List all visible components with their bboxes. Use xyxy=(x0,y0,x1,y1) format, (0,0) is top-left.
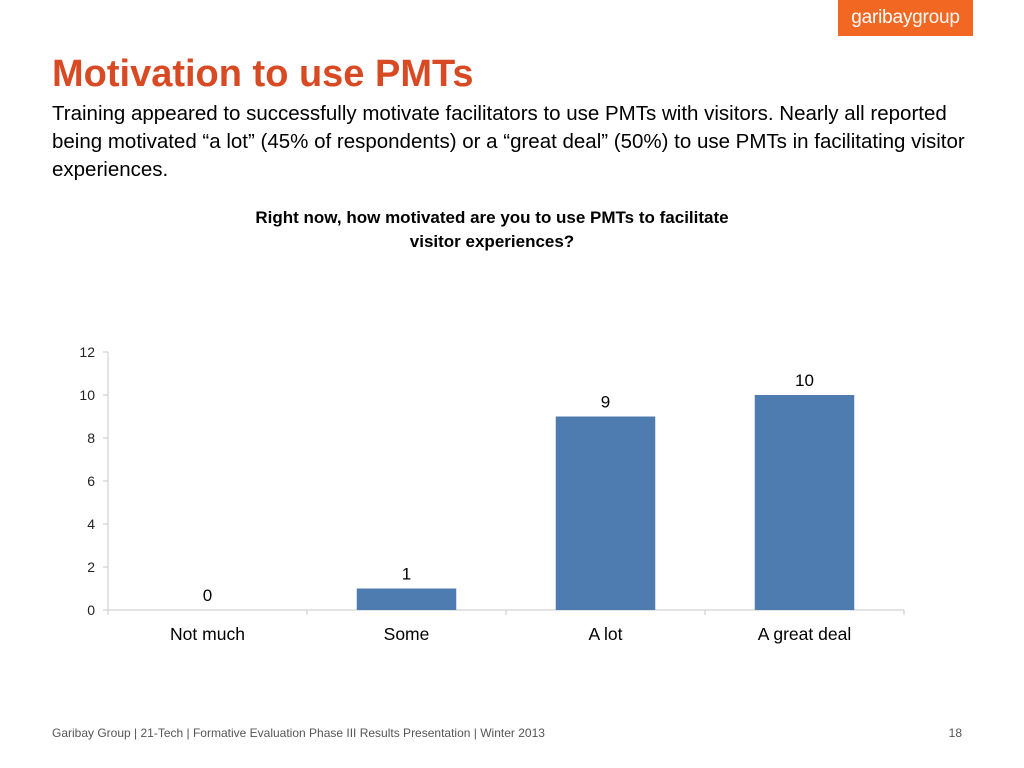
bar-a-lot xyxy=(555,416,656,610)
chart-bars xyxy=(356,395,855,610)
y-tick-label: 2 xyxy=(87,559,95,575)
x-tick-label: Not much xyxy=(170,624,245,644)
y-tick-label: 0 xyxy=(87,602,95,618)
y-tick-label: 8 xyxy=(87,430,95,446)
page-title: Motivation to use PMTs xyxy=(52,53,474,95)
data-label: 0 xyxy=(203,586,212,605)
bar-a-great-deal xyxy=(754,395,855,610)
garibay-group-logo: garibay group xyxy=(838,0,973,36)
data-label: 1 xyxy=(402,565,411,584)
chart-title: Right now, how motivated are you to use … xyxy=(255,208,729,251)
y-tick-label: 12 xyxy=(79,344,95,360)
x-tick-label: A great deal xyxy=(758,624,851,644)
chart-labels: 0 Not much 1 Some 9 A lot 10 A great deal xyxy=(170,371,851,644)
bar-some xyxy=(356,588,457,610)
y-tick-label: 10 xyxy=(79,387,95,403)
logo-text-group: group xyxy=(912,7,960,28)
data-label: 9 xyxy=(601,393,610,412)
footer-text: Garibay Group | 21-Tech | Formative Eval… xyxy=(52,726,545,740)
y-tick-label: 6 xyxy=(87,473,95,489)
x-tick-label: A lot xyxy=(588,624,622,644)
logo-text-garibay: garibay xyxy=(851,7,913,28)
page-number: 18 xyxy=(948,726,962,740)
intro-paragraph: Training appeared to successfully motiva… xyxy=(52,102,965,181)
y-tick-label: 4 xyxy=(87,516,95,532)
data-label: 10 xyxy=(795,371,814,390)
x-tick-label: Some xyxy=(384,624,430,644)
